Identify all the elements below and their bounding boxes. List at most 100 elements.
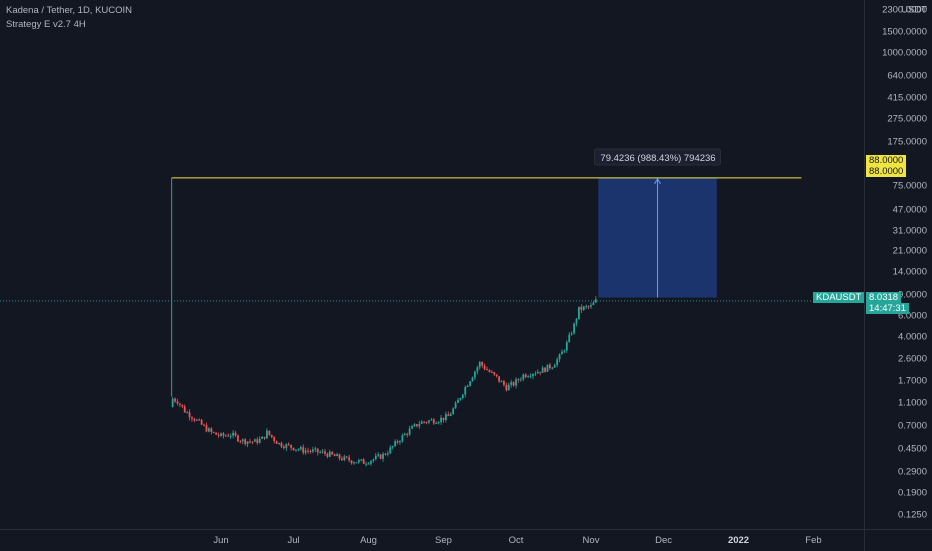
candle-body [582,306,585,310]
candle-body [486,369,488,371]
candle [336,452,338,457]
price-chart[interactable]: 79.4236 (988.43%) 794236 [0,0,864,529]
candle-body [290,444,293,448]
measure-tooltip: 79.4236 (988.43%) 794236 [600,153,715,164]
candle-body [273,437,276,441]
candle-body [287,444,290,446]
candle [273,436,276,444]
candle [316,448,319,456]
candle-body [297,449,300,451]
candle-body [314,448,317,450]
price-tick-label: 21.0000 [892,245,927,257]
candle [200,418,203,426]
candle-body [311,449,314,452]
time-axis[interactable]: Jun Jul Aug Sep Oct Nov Dec 2022 Feb [0,529,864,551]
candle-body [384,453,387,455]
candle-body [481,361,484,366]
candle-body [578,306,580,319]
price-tick-label: 0.7000 [897,420,927,432]
candle [309,449,312,454]
candle [297,448,300,452]
price-axis[interactable]: USDT 2300.0000 1500.0000 1000.0000 640.0000… [864,0,932,529]
candle-body [466,385,469,388]
candle-body [353,462,355,464]
candle-body [510,382,513,385]
candle [370,460,372,466]
candle [568,332,571,343]
candle [500,380,503,383]
candle [415,424,418,428]
candle-body [295,449,297,451]
price-tick-label: 1.1000 [897,397,927,409]
candle [573,322,575,335]
candle [423,421,426,424]
candle [203,423,205,427]
measure-arrow-head [654,177,661,185]
time-tick-label: Nov [582,535,600,546]
candle-body [536,371,539,374]
candle-body [370,460,372,464]
candle-body [355,462,358,464]
candle-body [565,342,568,351]
price-tick-label: 6.0000 [897,310,927,322]
candle [357,458,360,464]
candle-body [585,306,588,308]
candle [341,456,343,462]
price-tick-label: 1000.0000 [882,47,927,59]
candle-body [464,387,467,395]
price-tick-label: 1500.0000 [882,26,927,38]
target-price-label-top: 88.0000 [866,155,907,166]
candle [174,397,176,403]
candle [445,411,447,423]
candle [333,453,336,457]
candle [258,436,261,444]
candle-body [524,374,527,377]
candle [459,397,462,401]
candle-body [534,373,537,375]
candle-body [430,419,433,421]
candle-body [440,417,442,423]
candle [570,331,573,336]
candle [253,438,256,442]
candle-body [386,453,389,455]
candle-body [183,406,186,413]
time-tick-label: Aug [360,535,377,546]
candle [578,306,580,320]
candle-body [345,456,348,458]
candle-body [253,439,256,442]
candle-body [592,302,595,306]
candle [178,402,181,408]
candle-body [256,439,259,443]
candle-body [413,424,416,427]
symbol-legend[interactable]: Kadena / Tether, 1D, KUCOIN [6,5,133,16]
strategy-legend[interactable]: Strategy E v2.7 4H [6,19,86,30]
candle [198,418,201,421]
candle [191,416,193,422]
candle [394,439,397,448]
candle [483,363,486,371]
candle-body [411,426,413,429]
candle [299,445,302,451]
candle [457,397,459,403]
candle [321,449,324,454]
time-tick-label: Oct [508,535,524,546]
candle [234,430,237,438]
target-price-label: 88.0000 [866,166,907,177]
candle [493,371,496,376]
candle-body [544,367,546,372]
candle-body [437,422,440,424]
candle-body [188,412,191,418]
candle [406,432,409,438]
candle-body [500,381,503,383]
candle [348,454,351,463]
candle-body [396,441,399,443]
candle [498,376,501,383]
candle [488,368,491,373]
candle [478,360,481,370]
candle-body [362,459,365,464]
candle-body [321,451,324,453]
candle-body [551,367,554,369]
candle-body [517,379,520,381]
candle [280,441,283,449]
candle [495,374,498,378]
